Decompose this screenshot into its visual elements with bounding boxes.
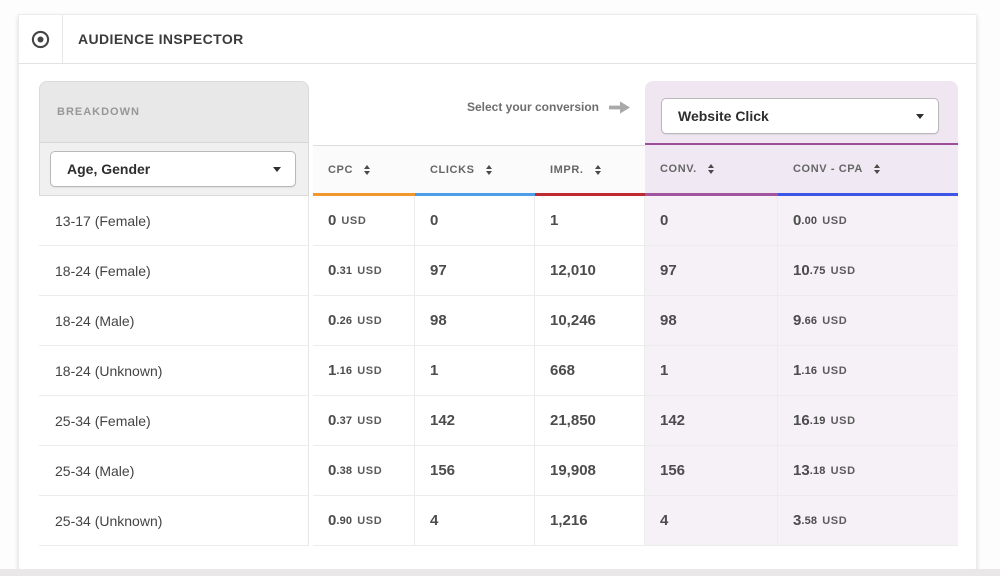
breakdown-row-label: 13-17 (Female)	[39, 196, 309, 246]
clicks-cell: 98	[415, 296, 535, 346]
conv-cell: 4	[645, 496, 778, 546]
conv-cpa-cell: 13.18 USD	[778, 446, 958, 496]
breakdown-dropdown-row: Age, Gender	[40, 143, 308, 195]
target-icon	[31, 30, 50, 48]
conv-cell: 1	[645, 346, 778, 396]
conv-cell: 0	[645, 196, 778, 246]
breakdown-row-label: 25-34 (Female)	[39, 396, 309, 446]
column-header-conv[interactable]: CONV.	[645, 145, 778, 196]
conv-cpa-cell: 3.58 USD	[778, 496, 958, 546]
breakdown-row-label: 25-34 (Male)	[39, 446, 309, 496]
breakdown-label: BREAKDOWN	[40, 82, 308, 143]
cpc-cell: 0.26 USD	[313, 296, 415, 346]
conv-cell: 97	[645, 246, 778, 296]
impr-cell: 19,908	[535, 446, 645, 496]
conversion-select-value: Website Click	[678, 108, 769, 124]
breakdown-panel: BREAKDOWN Age, Gender	[39, 81, 309, 196]
caret-down-icon	[273, 166, 281, 172]
conversion-prompt: Select your conversion	[419, 95, 631, 119]
column-label: IMPR.	[550, 163, 584, 176]
conv-cpa-cell: 10.75 USD	[778, 246, 958, 296]
column-label: CONV.	[660, 163, 697, 175]
conv-cell: 98	[645, 296, 778, 346]
app-logo	[19, 15, 63, 63]
conv-cell: 156	[645, 446, 778, 496]
breakdown-row-label: 25-34 (Unknown)	[39, 496, 309, 546]
conversion-select[interactable]: Website Click	[661, 98, 939, 134]
clicks-cell: 156	[415, 446, 535, 496]
clicks-cell: 142	[415, 396, 535, 446]
column-label: CLICKS	[430, 163, 475, 176]
breakdown-column: 13-17 (Female) 18-24 (Female) 18-24 (Mal…	[39, 196, 309, 546]
sort-up-down-icon[interactable]	[594, 164, 601, 175]
impr-cell: 1	[535, 196, 645, 246]
sort-up-down-icon[interactable]	[873, 164, 880, 174]
sort-up-down-icon[interactable]	[485, 164, 492, 175]
column-header-impr[interactable]: IMPR.	[535, 145, 645, 196]
column-header-conv-cpa[interactable]: CONV - CPA	[778, 145, 958, 196]
page-title: AUDIENCE INSPECTOR	[78, 31, 244, 47]
cpc-cell: 0.37 USD	[313, 396, 415, 446]
conv-cpa-cell: 0.00 USD	[778, 196, 958, 246]
breakdown-select-value: Age, Gender	[67, 161, 151, 177]
cpc-cell: 0.31 USD	[313, 246, 415, 296]
conv-cpa-cell: 16.19 USD	[778, 396, 958, 446]
clicks-cell: 4	[415, 496, 535, 546]
conv-cpa-cell: 9.66 USD	[778, 296, 958, 346]
cpc-cell: 1.16 USD	[313, 346, 415, 396]
column-header-cpc[interactable]: CPC	[313, 145, 415, 196]
conv-cpa-cell: 1.16 USD	[778, 346, 958, 396]
breakdown-row-label: 18-24 (Female)	[39, 246, 309, 296]
card-header: AUDIENCE INSPECTOR	[19, 15, 976, 64]
clicks-cell: 0	[415, 196, 535, 246]
sort-up-down-icon[interactable]	[364, 164, 371, 175]
arrow-right-icon	[609, 100, 630, 114]
conversion-panel: Website Click	[645, 81, 958, 145]
clicks-cell: 1	[415, 346, 535, 396]
cpc-cell: 0.90 USD	[313, 496, 415, 546]
conv-cell: 142	[645, 396, 778, 446]
cpc-cell: 0.38 USD	[313, 446, 415, 496]
column-label: CONV - CPA	[793, 163, 863, 175]
sort-up-down-icon[interactable]	[707, 164, 714, 174]
cpc-cell: 0 USD	[313, 196, 415, 246]
breakdown-select[interactable]: Age, Gender	[50, 151, 296, 187]
impr-cell: 12,010	[535, 246, 645, 296]
audience-inspector-card: AUDIENCE INSPECTOR BREAKDOWN Age, Gender…	[18, 14, 977, 570]
clicks-cell: 97	[415, 246, 535, 296]
breakdown-row-label: 18-24 (Male)	[39, 296, 309, 346]
page-bottom-edge	[0, 569, 1000, 576]
impr-cell: 10,246	[535, 296, 645, 346]
caret-down-icon	[916, 113, 924, 119]
column-header-clicks[interactable]: CLICKS	[415, 145, 535, 196]
breakdown-row-label: 18-24 (Unknown)	[39, 346, 309, 396]
column-label: CPC	[328, 163, 354, 176]
impr-cell: 21,850	[535, 396, 645, 446]
impr-cell: 1,216	[535, 496, 645, 546]
metric-table: CPC CLICKS IMPR. CONV. CONV - CPA 0 USD 0	[313, 145, 958, 546]
impr-cell: 668	[535, 346, 645, 396]
conversion-prompt-label: Select your conversion	[466, 100, 599, 114]
